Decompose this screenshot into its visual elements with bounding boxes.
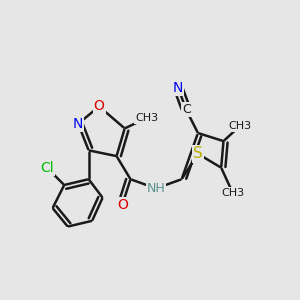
Text: C: C [182,103,191,116]
Text: O: O [94,100,105,113]
Text: N: N [173,81,183,95]
Text: CH3: CH3 [228,121,251,131]
Text: S: S [193,146,203,161]
Text: O: O [117,198,128,212]
Text: N: N [73,117,83,131]
Text: NH: NH [147,182,166,195]
Text: Cl: Cl [40,161,54,175]
Text: CH3: CH3 [135,113,158,123]
Text: CH3: CH3 [221,188,244,198]
